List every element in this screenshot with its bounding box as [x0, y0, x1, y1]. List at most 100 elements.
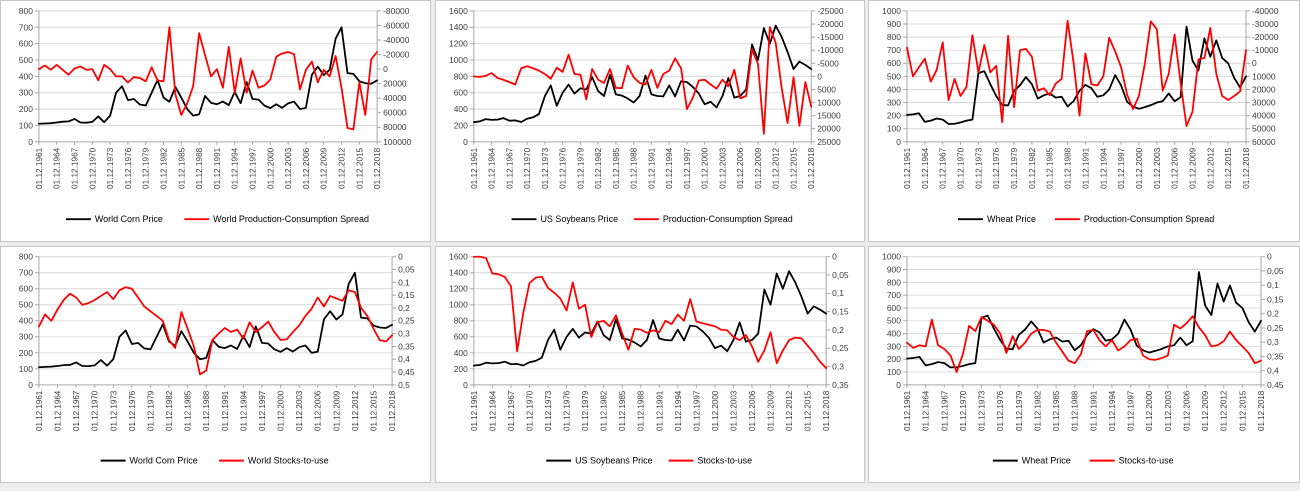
- right-axis-tick-label: 0: [832, 252, 837, 262]
- x-axis-tick-label: 01.12.1961: [903, 147, 912, 189]
- x-axis-tick-label: 01.12.1979: [581, 390, 590, 431]
- right-axis-tick-label: 0,35: [1267, 351, 1284, 361]
- x-axis-tick-label: 01.12.2000: [701, 147, 710, 189]
- series-line-stocks-to-use: [472, 255, 828, 369]
- left-axis-tick-label: 100: [19, 120, 33, 130]
- right-axis-tick-label: -5000: [817, 58, 839, 68]
- x-axis-tick-label: 01.12.1994: [1108, 390, 1117, 431]
- x-axis-tick-label: 01.12.1976: [996, 390, 1005, 431]
- x-axis-tick-label: 01.12.1961: [470, 147, 479, 189]
- x-axis-tick-label: 01.12.1994: [1099, 147, 1108, 189]
- left-axis-tick-label: 800: [454, 71, 468, 81]
- left-axis-tick-label: 400: [19, 316, 33, 326]
- right-axis-tick-label: 0: [383, 64, 388, 74]
- right-axis-tick-label: 5000: [817, 84, 836, 94]
- chart-canvas-soybeans-spread: 1600 1400 1200 1000 800 600 400 200 0 -25000 -2000…: [449, 6, 844, 224]
- x-axis-tick-label: 01.12.1988: [637, 390, 646, 431]
- x-axis-tick-label: 01.12.1973: [977, 390, 986, 431]
- x-axis-tick-label: 01.12.2006: [302, 147, 311, 189]
- right-axis-tick-label: 60000: [383, 108, 407, 118]
- left-axis-tick-label: 1000: [449, 55, 468, 65]
- chart-canvas-wheat-stocks: 1000900800700600500400300200100000,050,1…: [882, 252, 1284, 466]
- x-axis-tick-label: 01.12.2009: [320, 147, 329, 189]
- left-axis-tick-label: 900: [887, 265, 902, 275]
- right-axis-tick-label: 0: [398, 252, 403, 262]
- x-axis-tick-label: 01.12.2018: [388, 390, 397, 431]
- x-axis-tick-label: 01.12.1964: [922, 390, 931, 431]
- x-axis-tick-label: 01.12.1979: [1015, 390, 1024, 431]
- x-axis-tick-label: 01.12.1988: [1064, 147, 1073, 189]
- x-axis-tick-label: 01.12.2015: [789, 147, 798, 189]
- x-axis-tick-label: 01.12.1964: [53, 390, 62, 431]
- chart-canvas-wheat-spread: 10009008007006005004003002001000-40000-3…: [882, 6, 1279, 224]
- right-axis-tick-label: 0,3: [832, 362, 844, 372]
- right-axis-tick-label: -10000: [817, 45, 844, 55]
- chart-panel-wheat-spread: 1000 900 800 700 600 500 400 300 200 100 0 -40000 -3…: [868, 0, 1300, 242]
- legend-item-label: Wheat Price: [987, 214, 1036, 224]
- x-axis-tick-label: 01.12.2015: [804, 390, 813, 431]
- x-axis-tick-label: 01.12.1997: [692, 390, 701, 431]
- legend-item-label: Stocks-to-use: [1119, 456, 1174, 466]
- x-axis-tick-label: 01.12.2003: [718, 147, 727, 189]
- x-axis-tick-label: 01.12.1985: [1052, 390, 1061, 431]
- legend-item-label: World Corn Price: [95, 214, 163, 224]
- left-axis-tick-label: 600: [19, 39, 33, 49]
- right-axis-tick-label: 0,4: [1267, 366, 1279, 376]
- right-axis-tick-label: 0,15: [398, 290, 415, 300]
- x-axis-tick-label: 01.12.1964: [488, 147, 497, 189]
- left-axis-tick-label: 300: [887, 98, 901, 108]
- right-axis-tick-label: -30000: [1252, 19, 1279, 29]
- right-axis-tick-label: 0,1: [1267, 280, 1279, 290]
- x-axis-tick-label: 01.12.1985: [177, 147, 186, 189]
- x-axis-tick-label: 01.12.1982: [165, 390, 174, 431]
- chart-panel-corn-stocks: 800 700 600 500 400 300 200 100 0 0 0,05 0,1 0,15 0,2…: [0, 246, 431, 483]
- x-axis-tick-label: 01.12.1988: [195, 147, 204, 189]
- x-axis-tick-label: 01.12.1976: [992, 147, 1001, 189]
- legend-item-label: Production-Consumption Spread: [663, 214, 793, 224]
- left-axis-tick-label: 700: [887, 45, 901, 55]
- x-axis-tick-label: 01.12.1985: [618, 390, 627, 431]
- right-axis-tick-label: -40000: [1252, 6, 1279, 16]
- x-axis-tick-label: 01.12.1976: [128, 390, 137, 431]
- x-axis-tick-label: 01.12.2003: [1164, 390, 1173, 431]
- series-line-world-stocks-to-use: [38, 286, 393, 376]
- right-axis-tick-label: 0,05: [1267, 266, 1284, 276]
- x-axis-tick-label: 01.12.1988: [630, 147, 639, 189]
- right-axis-tick-label: -60000: [383, 20, 410, 30]
- right-axis-tick-label: 0,1: [832, 288, 844, 298]
- left-axis-tick-label: 1600: [449, 252, 468, 262]
- chart-canvas-corn-stocks: 800 700 600 500 400 300 200 100 0 0 0,05 0,1 0,15 0,2…: [19, 252, 415, 466]
- x-axis-tick-label: 01.12.1964: [53, 147, 62, 189]
- left-axis-tick-label: 0: [463, 380, 468, 390]
- right-axis-tick-label: 40000: [1252, 111, 1276, 121]
- left-axis-tick-label: 200: [454, 364, 468, 374]
- right-axis-tick-label: 0,35: [832, 380, 849, 390]
- right-axis-tick-label: 30000: [1252, 98, 1276, 108]
- x-axis-tick-label: 01.12.1991: [213, 147, 222, 189]
- series-line-us-soybeans-price: [472, 270, 828, 367]
- x-axis-tick-label: 01.12.2009: [766, 390, 775, 431]
- right-axis-tick-label: 0,2: [1267, 309, 1279, 319]
- x-axis-tick-label: 01.12.2006: [1171, 147, 1180, 189]
- right-axis-tick-label: 20000: [817, 124, 841, 134]
- right-axis-tick-label: 10000: [1252, 71, 1276, 81]
- right-axis-tick-label: 0,3: [398, 329, 410, 339]
- legend-item-label: US Soybeans Price: [540, 214, 618, 224]
- left-axis-tick-label: 0: [463, 137, 468, 147]
- x-axis-tick-label: 01.12.2006: [1182, 390, 1191, 431]
- left-axis-tick-label: 400: [454, 348, 468, 358]
- x-axis-tick-label: 01.12.1967: [72, 390, 81, 431]
- right-axis-tick-label: 0,4: [398, 354, 410, 364]
- left-axis-tick-label: 1200: [449, 39, 468, 49]
- x-axis-tick-label: 01.12.1991: [647, 147, 656, 189]
- x-axis-tick-label: 01.12.2018: [1242, 147, 1251, 189]
- right-axis-tick-label: -10000: [1252, 45, 1279, 55]
- x-axis-tick-label: 01.12.1994: [665, 147, 674, 189]
- left-axis-tick-label: 600: [19, 284, 33, 294]
- x-axis-tick-label: 01.12.1985: [612, 147, 621, 189]
- right-axis-tick-label: 0,2: [832, 325, 844, 335]
- x-axis-tick-label: 01.12.2012: [785, 390, 794, 431]
- x-axis-tick-label: 01.12.1994: [674, 390, 683, 431]
- left-axis-tick-label: 1400: [449, 268, 468, 278]
- right-axis-tick-label: 40000: [383, 93, 407, 103]
